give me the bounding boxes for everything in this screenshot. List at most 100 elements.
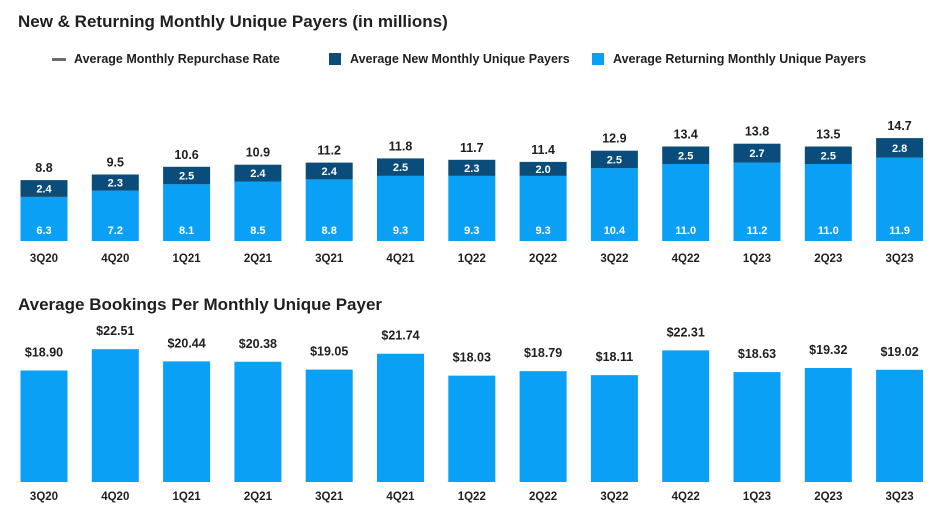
data-label-total: 13.4 bbox=[674, 128, 698, 142]
data-label-new: 2.5 bbox=[678, 150, 693, 162]
x-tick-label: 4Q21 bbox=[386, 491, 415, 503]
bar-new-payers bbox=[876, 138, 924, 158]
x-tick-label: 2Q22 bbox=[529, 491, 557, 503]
x-tick-label: 1Q21 bbox=[173, 253, 202, 265]
legend-swatch-new bbox=[329, 53, 341, 65]
x-tick-label: 2Q23 bbox=[814, 253, 842, 265]
legend-label: Average New Monthly Unique Payers bbox=[350, 52, 570, 66]
data-label-total: 11.4 bbox=[531, 143, 555, 157]
bar-returning-payers bbox=[448, 175, 496, 241]
data-label-total: 9.5 bbox=[107, 156, 124, 170]
x-tick-label: 1Q21 bbox=[173, 491, 202, 503]
data-label-bookings: $20.44 bbox=[167, 336, 205, 350]
bar-returning-payers bbox=[91, 190, 139, 241]
data-label-new: 2.3 bbox=[108, 178, 123, 190]
x-tick-label: 3Q20 bbox=[30, 491, 58, 503]
data-label-new: 2.5 bbox=[821, 150, 836, 162]
legend-swatch-line bbox=[52, 57, 66, 61]
legend-item-new-payers: Average New Monthly Unique Payers bbox=[329, 52, 570, 66]
data-label-bookings: $19.02 bbox=[880, 345, 918, 359]
bar-new-payers bbox=[305, 162, 353, 180]
bar-returning-payers bbox=[377, 175, 424, 241]
bar-bookings-per-payer bbox=[448, 375, 496, 482]
data-label-bookings: $18.90 bbox=[25, 345, 63, 359]
chart-title-payers: New & Returning Monthly Unique Payers (i… bbox=[18, 12, 448, 31]
bar-returning-payers bbox=[733, 162, 781, 241]
data-label-returning: 11.0 bbox=[675, 225, 696, 237]
data-label-new: 2.5 bbox=[179, 171, 194, 183]
bar-bookings-per-payer bbox=[91, 349, 139, 482]
x-tick-label: 3Q21 bbox=[315, 491, 344, 503]
x-tick-label: 4Q22 bbox=[672, 491, 700, 503]
x-tick-label: 4Q21 bbox=[386, 253, 415, 265]
data-label-bookings: $19.32 bbox=[809, 343, 847, 357]
x-tick-label: 3Q23 bbox=[886, 491, 914, 503]
bar-bookings-per-payer bbox=[662, 350, 710, 482]
data-label-returning: 11.0 bbox=[818, 225, 839, 237]
bar-new-payers bbox=[662, 146, 710, 164]
data-label-total: 14.7 bbox=[887, 119, 911, 133]
data-label-returning: 10.4 bbox=[604, 225, 626, 237]
data-label-total: 8.8 bbox=[35, 161, 52, 175]
legend-label: Average Returning Monthly Unique Payers bbox=[613, 52, 867, 66]
bar-returning-payers bbox=[519, 175, 567, 241]
x-tick-label: 1Q23 bbox=[743, 491, 771, 503]
data-label-new: 2.7 bbox=[749, 148, 764, 160]
data-label-bookings: $18.63 bbox=[738, 347, 776, 361]
data-label-total: 10.9 bbox=[246, 146, 270, 160]
data-label-returning: 11.2 bbox=[747, 225, 768, 237]
bar-new-payers bbox=[519, 161, 567, 176]
data-label-total: 10.6 bbox=[174, 148, 198, 162]
x-tick-label: 4Q22 bbox=[672, 253, 700, 265]
legend-item-repurchase-rate: Average Monthly Repurchase Rate bbox=[52, 52, 280, 66]
data-label-new: 2.4 bbox=[250, 168, 266, 180]
bar-bookings-per-payer bbox=[305, 369, 353, 482]
bar-new-payers bbox=[20, 180, 68, 197]
data-label-returning: 11.9 bbox=[889, 225, 910, 237]
bar-new-payers bbox=[733, 143, 781, 163]
x-tick-label: 1Q22 bbox=[458, 491, 486, 503]
data-label-bookings: $22.31 bbox=[667, 325, 705, 339]
payers-stacked-bar-chart: 6.3 2.4 8.8 3Q20 7.2 2.3 9.5 4Q20 8.1 2.5 10.6 1Q21… bbox=[20, 119, 924, 265]
x-tick-label: 2Q21 bbox=[244, 491, 273, 503]
x-tick-label: 3Q23 bbox=[886, 253, 914, 265]
bar-bookings-per-payer bbox=[590, 375, 638, 482]
x-tick-label: 1Q23 bbox=[743, 253, 771, 265]
bar-returning-payers bbox=[804, 164, 852, 241]
legend-item-returning-payers: Average Returning Monthly Unique Payers bbox=[592, 52, 866, 66]
data-label-returning: 8.8 bbox=[322, 225, 337, 237]
data-label-bookings: $20.38 bbox=[239, 337, 277, 351]
data-label-new: 2.4 bbox=[36, 184, 52, 196]
bar-new-payers bbox=[163, 166, 211, 185]
bar-bookings-per-payer bbox=[377, 353, 424, 482]
bar-new-payers bbox=[377, 158, 424, 176]
x-tick-label: 3Q22 bbox=[600, 253, 628, 265]
x-tick-label: 3Q20 bbox=[30, 253, 58, 265]
x-tick-label: 2Q23 bbox=[814, 491, 842, 503]
bar-returning-payers bbox=[20, 196, 68, 241]
bar-new-payers bbox=[91, 174, 139, 191]
bookings-bar-chart: $18.90 3Q20 $22.51 4Q20 $20.44 1Q21 $20.38 2Q21… bbox=[20, 324, 924, 503]
bar-new-payers bbox=[590, 150, 638, 169]
x-tick-label: 3Q21 bbox=[315, 253, 344, 265]
x-tick-label: 3Q22 bbox=[600, 491, 628, 503]
x-tick-label: 4Q20 bbox=[101, 253, 129, 265]
data-label-returning: 6.3 bbox=[36, 225, 51, 237]
data-label-new: 2.4 bbox=[322, 166, 338, 178]
bar-returning-payers bbox=[163, 184, 211, 241]
data-label-returning: 8.5 bbox=[250, 225, 265, 237]
legend-label: Average Monthly Repurchase Rate bbox=[74, 52, 280, 66]
data-label-returning: 9.3 bbox=[535, 225, 550, 237]
data-label-total: 11.2 bbox=[317, 144, 341, 158]
data-label-new: 2.5 bbox=[607, 154, 622, 166]
data-label-returning: 9.3 bbox=[464, 225, 479, 237]
data-label-new: 2.5 bbox=[393, 162, 408, 174]
bar-new-payers bbox=[804, 146, 852, 164]
bar-bookings-per-payer bbox=[163, 361, 211, 482]
bar-bookings-per-payer bbox=[733, 372, 781, 482]
data-label-new: 2.0 bbox=[535, 164, 550, 176]
data-label-returning: 9.3 bbox=[393, 225, 408, 237]
bar-new-payers bbox=[448, 159, 496, 176]
data-label-returning: 7.2 bbox=[108, 225, 123, 237]
bar-bookings-per-payer bbox=[804, 368, 852, 482]
